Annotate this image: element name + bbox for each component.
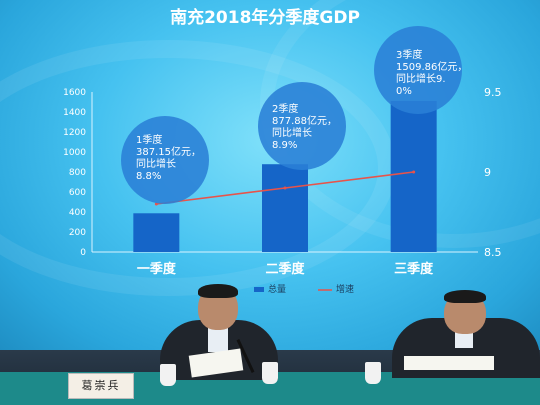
- left-tick-label: 1400: [63, 108, 86, 118]
- bar-二季度: [262, 164, 308, 252]
- callout-text-3: 3季度 1509.86亿元，同比增长9. 0%: [396, 48, 467, 97]
- left-tick-label: 1200: [63, 128, 86, 138]
- speaker-left-hair: [198, 284, 238, 298]
- left-tick-label: 0: [80, 248, 86, 258]
- left-axis-ticks: 0 200 400 600 800 1000 1200 1400 1600: [63, 88, 86, 258]
- growth-point-三季度: [412, 170, 416, 174]
- projection-screen: 南充2018年分季度GDP 0 200 400 600 800 1000 1200 1400 1…: [0, 0, 540, 350]
- chart-title: 南充2018年分季度GDP: [170, 7, 360, 28]
- bar-一季度: [133, 213, 180, 252]
- tea-cup-left: [160, 364, 176, 386]
- callout-text-2: 2季度 877.88亿元，同比增长 8.9%: [272, 102, 337, 151]
- legend-label-total: 总量: [268, 283, 286, 295]
- callout-text-1: 1季度 387.15亿元，同比增长 8.8%: [136, 133, 201, 182]
- right-tick-label: 9: [484, 166, 491, 179]
- speaker-right-papers: [404, 356, 494, 370]
- speaker-right-hair: [444, 290, 486, 303]
- gdp-chart: 南充2018年分季度GDP 0 200 400 600 800 1000 1200 1400 1…: [63, 7, 502, 295]
- right-tick-label: 9.5: [484, 86, 502, 99]
- tea-cup-right: [365, 362, 381, 384]
- growth-point-二季度: [283, 186, 287, 190]
- category-label: 三季度: [394, 261, 434, 277]
- category-labels: 一季度 二季度 三季度: [137, 261, 434, 277]
- nameplate: 葛崇兵: [68, 373, 134, 399]
- tea-cup-center: [262, 362, 278, 384]
- callout-bubble-2: [258, 82, 346, 170]
- left-tick-label: 1000: [63, 148, 86, 158]
- bar-三季度: [390, 101, 437, 252]
- category-label: 一季度: [137, 261, 177, 277]
- right-axis-ticks: 8.5 9 9.5: [484, 86, 502, 259]
- callout-bubble-3: [374, 26, 462, 114]
- left-tick-label: 800: [69, 168, 86, 178]
- left-tick-label: 400: [69, 208, 86, 218]
- left-tick-label: 600: [69, 188, 86, 198]
- callout-bubble-1: [121, 116, 209, 204]
- bar-series-total: [133, 101, 437, 252]
- legend-label-growth: 增速: [336, 283, 354, 295]
- category-label: 二季度: [265, 261, 305, 277]
- callout-bubbles: 1季度 387.15亿元，同比增长 8.8% 2季度 877.88亿元，同比增长 8.9%…: [121, 26, 467, 204]
- right-tick-label: 8.5: [484, 246, 502, 259]
- legend-swatch-total: [254, 287, 264, 292]
- left-tick-label: 200: [69, 228, 86, 238]
- left-tick-label: 1600: [63, 88, 86, 98]
- chart-legend: 总量 增速: [254, 283, 354, 295]
